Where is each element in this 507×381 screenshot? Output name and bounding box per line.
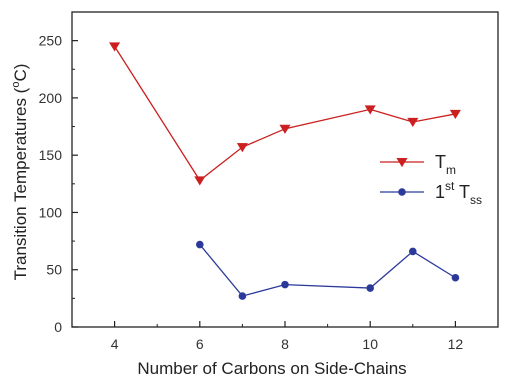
y-tick-label: 50 [46, 262, 62, 278]
y-axis-title: Transition Temperatures (oC) [10, 64, 30, 281]
legend-label-sup: st [445, 179, 455, 193]
data-point [196, 240, 204, 249]
legend-label-sub: ss [470, 193, 482, 207]
legend-label: 1st Tss [435, 179, 482, 207]
data-point [451, 273, 460, 282]
legend-item-first-tss: 1st Tss [380, 179, 482, 207]
series-layer [109, 42, 461, 300]
ticks: 4 6 8 10 12 0 50 100 150 200 250 [39, 33, 499, 352]
x-tick-label: 12 [448, 336, 464, 352]
data-point [194, 176, 206, 186]
x-tick-label: 10 [362, 336, 378, 352]
y-axis-title-degree: o [10, 82, 22, 88]
data-point [281, 280, 289, 289]
legend-label-main2: T [454, 182, 470, 202]
data-point [409, 247, 417, 256]
data-point [449, 109, 461, 120]
x-tick-label: 4 [111, 336, 119, 352]
series-tm [109, 42, 461, 186]
legend-marker [398, 188, 406, 196]
data-point [109, 42, 121, 52]
data-point [407, 117, 419, 128]
legend-label-main: T [435, 152, 446, 172]
data-point [364, 105, 376, 115]
series-first-tss [196, 240, 460, 300]
x-axis-title: Number of Carbons on Side-Chains [137, 359, 406, 378]
y-tick-label: 0 [54, 319, 62, 335]
y-axis-title-part1: Transition Temperatures ( [11, 87, 30, 280]
y-tick-label: 150 [39, 147, 63, 163]
y-tick-label: 200 [39, 90, 63, 106]
data-point [279, 124, 291, 134]
y-axis-title-part2: C) [11, 64, 30, 82]
legend-label-main: 1 [435, 182, 445, 202]
y-tick-label: 100 [39, 204, 63, 220]
x-tick-label: 8 [281, 336, 289, 352]
y-tick-label: 250 [39, 33, 63, 49]
data-point [366, 284, 375, 292]
data-point [238, 292, 247, 300]
data-point [236, 143, 248, 153]
legend-item-tm: Tm [380, 152, 456, 177]
series-line [199, 244, 456, 297]
legend-marker [396, 157, 408, 168]
legend-label-sub: m [446, 163, 456, 177]
legend-label: Tm [435, 152, 456, 177]
x-tick-label: 6 [196, 336, 204, 352]
